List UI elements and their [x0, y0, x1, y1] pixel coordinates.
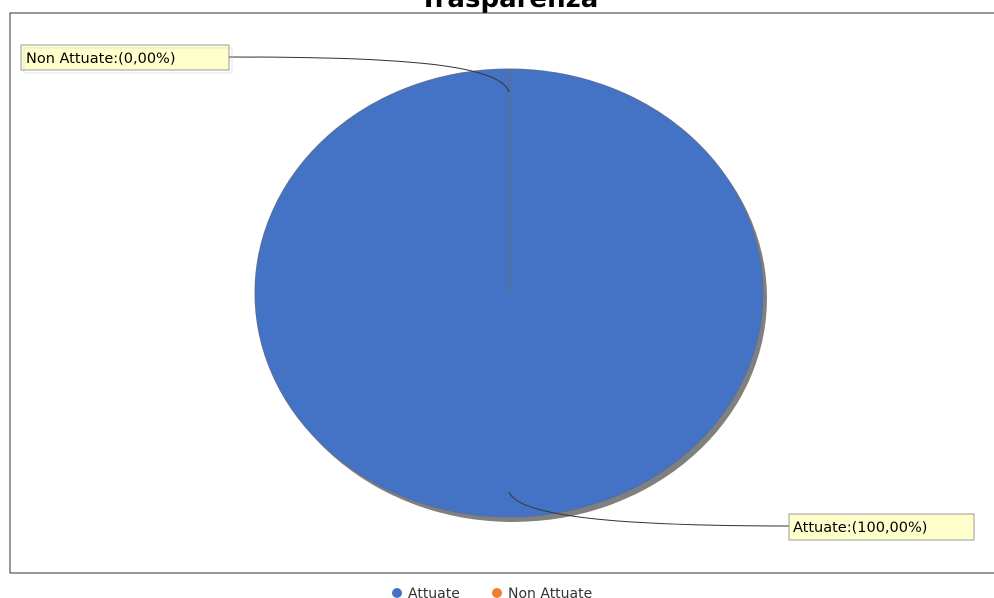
- legend-swatch-non-attuate: [492, 588, 502, 598]
- callout-label-non-attuate: Non Attuate:(0,00%): [26, 51, 176, 67]
- pie-slices: [254, 68, 764, 518]
- legend: Attuate Non Attuate: [392, 586, 592, 598]
- pie-outline: [254, 68, 764, 518]
- legend-label-non-attuate: Non Attuate: [508, 586, 592, 598]
- callout-non-attuate: Non Attuate:(0,00%): [20, 44, 233, 74]
- legend-label-attuate: Attuate: [408, 586, 460, 598]
- callout-box: [20, 44, 230, 71]
- callout-attuate: Attuate:(100,00%): [788, 513, 975, 541]
- chart-title: Trasparenza: [420, 0, 599, 14]
- callout-box: [788, 513, 975, 541]
- legend-swatch-attuate: [392, 588, 402, 598]
- callout-leader-attuate: [508, 491, 790, 527]
- callout-leader-non-attuate: [228, 56, 510, 93]
- callout-label-attuate: Attuate:(100,00%): [793, 520, 927, 536]
